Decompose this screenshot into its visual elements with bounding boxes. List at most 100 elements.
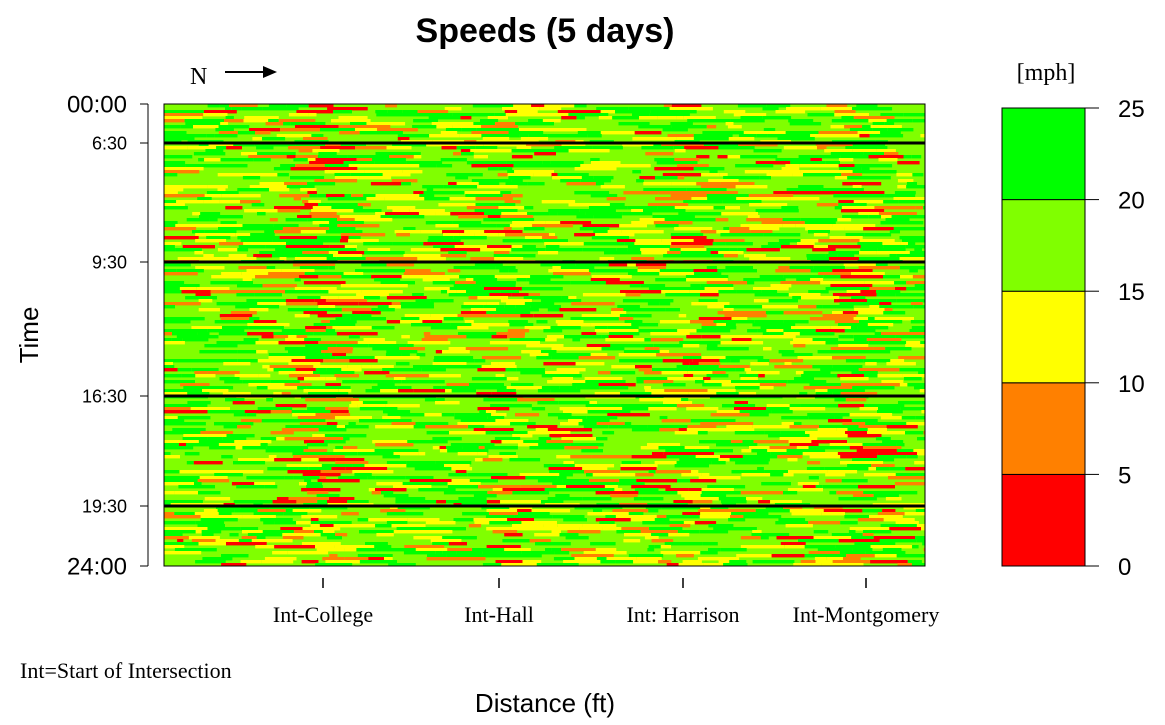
heatmap-cell <box>560 221 592 225</box>
heatmap-cell <box>451 389 476 393</box>
heatmap-cell <box>809 455 841 459</box>
heatmap-cell <box>304 377 326 381</box>
heatmap-cell <box>554 146 593 150</box>
heatmap-cell <box>853 317 868 321</box>
heatmap-cell <box>829 386 853 390</box>
heatmap-cell <box>741 449 752 453</box>
heatmap-cell <box>352 311 381 315</box>
heatmap-cell <box>535 542 571 546</box>
heatmap-cell <box>443 317 464 321</box>
heatmap-cell <box>770 473 784 477</box>
heatmap-cell <box>858 518 884 522</box>
heatmap-cell <box>871 464 895 468</box>
heatmap-cell <box>845 233 865 237</box>
heatmap-cell <box>864 404 905 408</box>
heatmap-cell <box>476 392 492 396</box>
heatmap-cell <box>449 197 476 201</box>
heatmap-cell <box>502 107 540 111</box>
heatmap-cell <box>759 383 787 387</box>
heatmap-cell <box>416 113 453 117</box>
heatmap-cell <box>813 245 828 249</box>
heatmap-cell <box>853 116 895 120</box>
heatmap-cell <box>471 377 507 381</box>
heatmap-cell <box>783 332 800 336</box>
heatmap-cell <box>642 521 684 525</box>
heatmap-cell <box>842 422 866 426</box>
heatmap-cell <box>368 557 384 561</box>
heatmap-cell <box>686 278 728 282</box>
heatmap-cell <box>206 191 239 195</box>
heatmap-cell <box>813 536 840 540</box>
heatmap-cell <box>164 284 200 288</box>
heatmap-cell <box>880 131 901 135</box>
heatmap-cell <box>718 365 750 369</box>
heatmap-cell <box>240 419 262 423</box>
heatmap-cell <box>241 107 263 111</box>
heatmap-cell <box>667 134 694 138</box>
heatmap-cell <box>324 170 365 174</box>
heatmap-cell <box>847 497 877 501</box>
heatmap-cell <box>841 206 875 210</box>
heatmap-cell <box>364 296 380 300</box>
heatmap-cell <box>285 338 305 342</box>
heatmap-cell <box>710 413 750 417</box>
heatmap-cell <box>827 389 865 393</box>
heatmap-cell <box>749 257 791 261</box>
heatmap-cell <box>862 509 883 513</box>
heatmap-cell <box>321 350 330 354</box>
heatmap-cell <box>435 401 460 405</box>
heatmap-cell <box>504 110 518 114</box>
heatmap-cell <box>840 275 883 279</box>
heatmap-cell <box>552 377 573 381</box>
heatmap-cell <box>478 485 521 489</box>
heatmap-cell <box>823 509 863 513</box>
heatmap-cell <box>454 416 488 420</box>
heatmap-cell <box>590 482 619 486</box>
heatmap-cell <box>696 155 710 159</box>
heatmap-cell <box>631 428 660 432</box>
heatmap-cell <box>667 377 704 381</box>
heatmap-cell <box>718 560 730 564</box>
heatmap-cell <box>854 164 893 168</box>
heatmap-cell <box>164 341 185 345</box>
heatmap-cell <box>353 209 382 213</box>
heatmap-cell <box>265 449 304 453</box>
heatmap-cell <box>730 515 744 519</box>
heatmap-cell <box>303 137 328 141</box>
heatmap-cell <box>184 452 200 456</box>
heatmap-cell <box>511 149 541 153</box>
heatmap-cell <box>655 278 687 282</box>
heatmap-cell <box>164 113 204 117</box>
heatmap-cell <box>164 281 185 285</box>
heatmap-cell <box>665 449 696 453</box>
heatmap-cell <box>880 113 904 117</box>
heatmap-cell <box>864 281 895 285</box>
heatmap-cell <box>671 104 702 108</box>
heatmap-cell <box>460 116 472 120</box>
heatmap-cell <box>180 125 193 129</box>
heatmap-cell <box>534 533 560 537</box>
colorbar-tick-label: 20 <box>1118 188 1145 215</box>
heatmap-cell <box>643 182 672 186</box>
heatmap-cell <box>790 161 826 165</box>
heatmap-cell <box>164 452 171 456</box>
heatmap-cell <box>267 386 298 390</box>
heatmap-cell <box>445 389 452 393</box>
heatmap-cell <box>879 305 914 309</box>
heatmap-cell <box>654 167 694 171</box>
heatmap-cell <box>405 350 418 354</box>
heatmap-cell <box>873 128 888 132</box>
heatmap-cell <box>317 236 342 240</box>
heatmap-cell <box>651 539 674 543</box>
heatmap-cell <box>320 533 336 537</box>
heatmap-cell <box>757 359 770 363</box>
heatmap-cell <box>514 515 553 519</box>
heatmap-cell <box>177 416 211 420</box>
heatmap-cell <box>757 329 767 333</box>
heatmap-cell <box>287 470 321 474</box>
heatmap-cell <box>541 374 582 378</box>
heatmap-cell <box>769 446 797 450</box>
heatmap-cell <box>430 539 462 543</box>
heatmap-cell <box>446 173 483 177</box>
heatmap-cell <box>547 428 592 432</box>
